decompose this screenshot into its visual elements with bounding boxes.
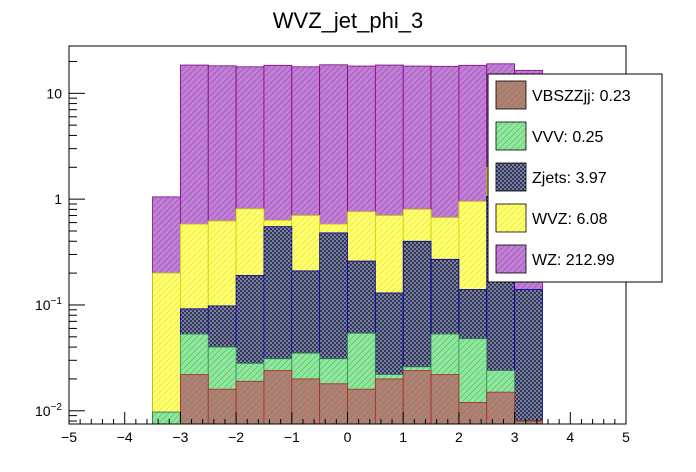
- y-tick-label: 1: [54, 191, 62, 207]
- legend-swatch: [495, 121, 527, 151]
- bar-vbszzjj: [486, 391, 516, 425]
- x-tick-label: 2: [455, 429, 463, 445]
- legend-swatch: [495, 203, 527, 233]
- bar-vbszzjj: [263, 370, 293, 425]
- bar-vbszzjj: [319, 383, 348, 425]
- y-axis: 10−2 10−1 1 10: [35, 60, 85, 422]
- legend-swatch: [495, 80, 527, 110]
- legend-swatch: [495, 244, 527, 274]
- x-tick-label: −4: [117, 429, 133, 445]
- x-tick-label: 4: [566, 429, 574, 445]
- legend: VBSZZjj: 0.23 VVV: 0.25 Zjets: 3.97 WVZ: 6.…: [487, 73, 663, 283]
- bar-wvz: [152, 272, 181, 425]
- chart-title: WVZ_jet_phi_3: [273, 8, 423, 33]
- bar-vbszzjj: [235, 380, 265, 425]
- histogram-bars: [152, 63, 543, 425]
- bar-vbszzjj: [402, 370, 432, 425]
- bar-vbszzjj: [374, 378, 404, 425]
- x-tick-label: −1: [284, 429, 300, 445]
- x-axis: −5 −4 −3 −2 −1 0 1 2 3 4 5: [61, 412, 630, 445]
- legend-label: WZ: 212.99: [532, 252, 615, 269]
- x-tick-label: 1: [399, 429, 407, 445]
- x-tick-label: −2: [228, 429, 244, 445]
- bar-zjets: [514, 289, 543, 425]
- bar-vbszzjj: [291, 378, 321, 425]
- y-tick-label: 10−1: [35, 296, 62, 313]
- bar-vvv: [152, 411, 181, 425]
- y-tick-label: 10: [46, 85, 62, 101]
- legend-label: Zjets: 3.97: [532, 170, 607, 187]
- legend-label: VBSZZjj: 0.23: [532, 88, 631, 105]
- bar-vbszzjj: [458, 401, 488, 425]
- y-tick-label: 10−2: [35, 402, 62, 419]
- legend-label: VVV: 0.25: [532, 129, 604, 146]
- x-tick-label: 0: [344, 429, 352, 445]
- legend-swatch: [495, 162, 527, 192]
- bar-vbszzjj: [430, 374, 460, 425]
- x-tick-label: −3: [172, 429, 188, 445]
- bar-vbszzjj: [347, 388, 376, 425]
- x-tick-label: 5: [622, 429, 630, 445]
- legend-label: WVZ: 6.08: [532, 211, 608, 228]
- x-tick-label: −5: [61, 429, 77, 445]
- x-tick-label: 3: [511, 429, 519, 445]
- bar-vbszzjj: [207, 388, 237, 425]
- bar-vbszzjj: [179, 374, 209, 425]
